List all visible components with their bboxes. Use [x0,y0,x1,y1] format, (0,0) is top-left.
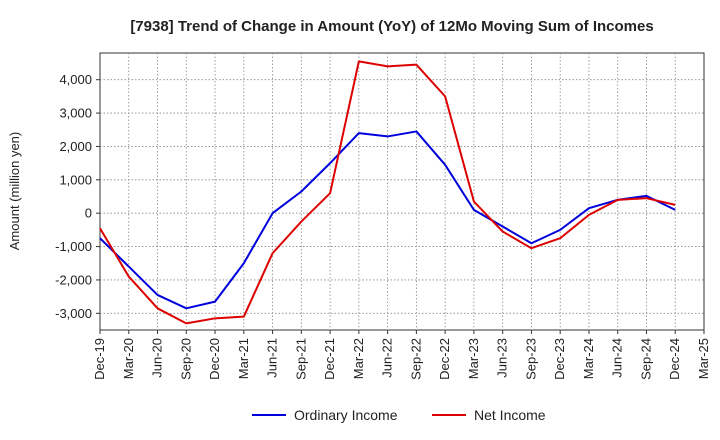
y-tick-label: -2,000 [55,272,92,287]
legend-label-ordinary-income: Ordinary Income [294,407,398,423]
legend-label-net-income: Net Income [474,407,546,423]
x-tick-label: Jun-23 [495,338,510,378]
y-axis-label: Amount (million yen) [7,132,22,251]
x-tick-label: Sep-23 [523,338,538,380]
plot-area [99,52,705,331]
x-tick-label: Dec-24 [667,338,682,380]
x-tick-label: Mar-23 [466,338,481,379]
x-tick-label: Dec-23 [552,338,567,380]
x-tick-label: Sep-24 [638,338,653,380]
y-tick-label: 4,000 [59,72,92,87]
chart-title: [7938] Trend of Change in Amount (YoY) o… [130,18,653,35]
x-tick-label: Dec-21 [322,338,337,380]
y-tick-label: 1,000 [59,172,92,187]
x-tick-label: Jun-21 [265,338,280,378]
x-tick-label: Sep-20 [178,338,193,380]
x-tick-label: Dec-19 [92,338,107,380]
ordinary-income-line [99,130,676,310]
series-layer [99,60,676,325]
x-tick-label: Dec-22 [437,338,452,380]
y-tick-label: 0 [85,206,92,221]
x-tick-label: Mar-24 [581,338,596,379]
y-tick-label: 2,000 [59,139,92,154]
x-tick-label: Mar-22 [351,338,366,379]
y-tick-label: -3,000 [55,306,92,321]
tick-layer: Dec-19 Mar-20 Jun-20 Sep-20 Dec-20 Mar-21 Jun-… [55,72,711,380]
x-tick-label: Sep-22 [408,338,423,380]
x-tick-label: Jun-22 [380,338,395,378]
x-tick-label: Dec-20 [207,338,222,380]
x-tick-label: Jun-20 [150,338,165,378]
y-tick-label: 3,000 [59,106,92,121]
x-tick-label: Mar-21 [236,338,251,379]
grid-layer [100,53,704,330]
x-tick-label: Sep-21 [293,338,308,380]
x-tick-label: Mar-20 [121,338,136,379]
y-tick-label: -1,000 [55,239,92,254]
legend: Ordinary Income Net Income [252,407,546,423]
net-income-line [99,60,676,325]
x-tick-label: Jun-24 [610,338,625,378]
x-tick-label: Mar-25 [696,338,711,379]
